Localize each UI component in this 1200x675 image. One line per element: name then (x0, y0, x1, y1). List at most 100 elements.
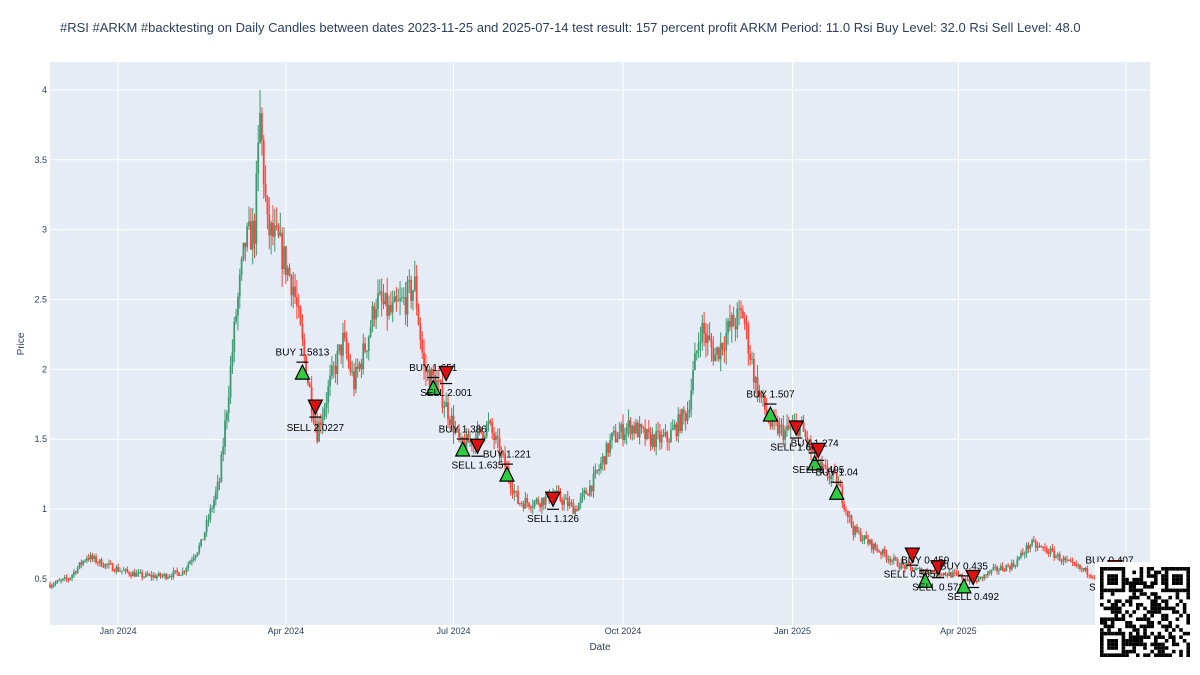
candle-body (539, 503, 542, 508)
candle-body (176, 570, 179, 573)
candle-body (509, 479, 512, 489)
qr-module (1175, 592, 1180, 596)
qr-module (1168, 595, 1172, 600)
qr-module (1161, 635, 1165, 639)
candle-body (528, 502, 530, 507)
candle-body (699, 341, 702, 344)
candle-body (986, 571, 989, 576)
candle-body (436, 380, 438, 390)
candle-body (485, 423, 488, 437)
qr-module (1107, 646, 1111, 650)
candle-body (915, 568, 917, 571)
candle-body (319, 422, 322, 426)
candle-body (517, 491, 519, 504)
candle-body (347, 353, 350, 362)
candle-body (1077, 565, 1080, 567)
qr-module (1157, 610, 1162, 614)
candle-body (1007, 565, 1010, 567)
candle-body (192, 558, 195, 561)
candle-body (717, 347, 720, 360)
candle-body (1005, 565, 1008, 572)
qr-module (1100, 603, 1104, 607)
candle-body (441, 382, 444, 408)
candle-body (616, 439, 619, 443)
qr-module (1139, 642, 1144, 647)
qr-module (1110, 610, 1115, 614)
candle-body (802, 422, 805, 432)
candle-body (268, 214, 271, 236)
qr-module (1107, 577, 1111, 582)
qr-module (1186, 649, 1190, 654)
qr-module (1179, 599, 1183, 603)
candle-body (839, 483, 842, 487)
qr-module (1132, 585, 1136, 589)
candle-body (421, 339, 424, 353)
qr-module (1154, 595, 1158, 600)
qr-module (1182, 588, 1187, 593)
candle-body (566, 498, 569, 507)
candle-body (587, 494, 589, 496)
candle-body (633, 425, 635, 434)
candle-body (111, 563, 114, 572)
qr-module (1164, 599, 1169, 603)
qr-module (1150, 624, 1154, 629)
qr-module (1168, 588, 1172, 593)
x-tick-label: Apr 2024 (268, 626, 305, 636)
candle-body (283, 246, 285, 270)
candle-body (541, 497, 543, 508)
candle-body (723, 349, 726, 351)
candle-body (738, 308, 741, 310)
candle-body (412, 290, 414, 301)
candle-body (975, 580, 978, 583)
qr-module (1132, 588, 1136, 593)
qr-module (1143, 642, 1147, 647)
candle-body (646, 429, 648, 440)
qr-module (1146, 617, 1151, 621)
candle-body (266, 196, 269, 215)
candle-body (1086, 567, 1089, 575)
qr-module (1136, 581, 1140, 585)
candle-body (651, 434, 654, 447)
qr-module (1172, 588, 1176, 593)
candle-body (338, 344, 341, 352)
sell-marker (904, 547, 921, 564)
qr-module (1132, 595, 1136, 600)
qr-module (1161, 567, 1165, 571)
candle-body (821, 462, 823, 466)
qr-module (1175, 595, 1180, 600)
qr-module (1110, 646, 1115, 650)
candle-body (343, 332, 346, 339)
candle-body (496, 436, 499, 439)
candle-body (459, 437, 462, 439)
candle-body (920, 568, 923, 575)
qr-module (1164, 603, 1169, 607)
qr-module (1100, 570, 1104, 575)
y-tick-label: 4 (42, 85, 47, 95)
qr-module (1175, 617, 1180, 621)
qr-module (1128, 581, 1133, 585)
candle-body (905, 563, 908, 569)
qr-module (1125, 610, 1129, 614)
candle-body (375, 308, 378, 320)
candle-body (756, 377, 759, 397)
qr-module (1103, 617, 1108, 621)
qr-module (1128, 635, 1133, 639)
candle-body (576, 508, 578, 511)
candle-body (570, 502, 573, 504)
qr-module (1150, 603, 1154, 607)
candle-body (181, 571, 184, 575)
qr-module (1103, 567, 1108, 571)
candle-body (106, 563, 109, 565)
qr-module (1110, 592, 1115, 596)
candle-body (124, 569, 127, 571)
qr-module (1172, 628, 1176, 632)
candle-body (419, 324, 422, 340)
candle-body (203, 532, 206, 540)
candle-body (432, 369, 435, 376)
candle-body (1020, 552, 1022, 558)
candle-body (229, 365, 232, 398)
candle-body (58, 580, 61, 582)
candle-body (852, 525, 855, 535)
candle-body (476, 428, 479, 447)
qr-module (1139, 581, 1144, 585)
